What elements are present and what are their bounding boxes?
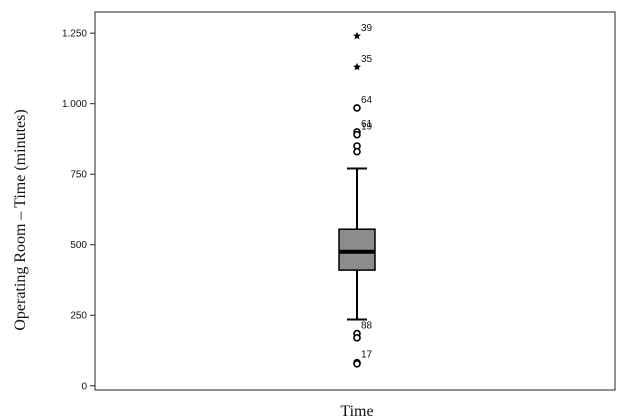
y-axis-title: Operating Room – Time (minutes) [12,109,29,330]
y-tick-label-3: 750 [70,170,87,181]
y-tick-label-2: 500 [70,240,87,251]
y-axis: 0 250 500 750 1.000 1.250 [62,29,95,392]
y-tick-label-4: 1.000 [62,99,87,110]
outlier-circle-6 [353,147,361,156]
outlier-circle-2 [353,104,361,112]
y-tick-label-5: 1.250 [62,29,87,40]
outlier-circle-4 [353,130,361,139]
outlier-label-64: 64 [361,95,373,106]
outlier-label-39: 39 [361,23,373,34]
outlier-label-17: 17 [361,350,373,361]
outlier-label-35: 35 [361,54,373,65]
x-axis-title: Time [340,403,373,420]
outlier-label-19: 19 [361,122,373,133]
outlier-star-0 [353,31,361,40]
outlier-star-1 [353,62,361,71]
plot-frame [94,11,616,391]
y-tick-label-1: 250 [70,311,87,322]
outlier-label-88: 88 [361,321,373,332]
outlier-circle-8 [353,334,361,342]
iqr-box [338,228,376,271]
box-group [338,167,376,321]
outlier-label-61: 61 [361,119,373,130]
y-tick-label-0: 0 [81,381,87,392]
outlier-circle-10 [353,359,361,368]
